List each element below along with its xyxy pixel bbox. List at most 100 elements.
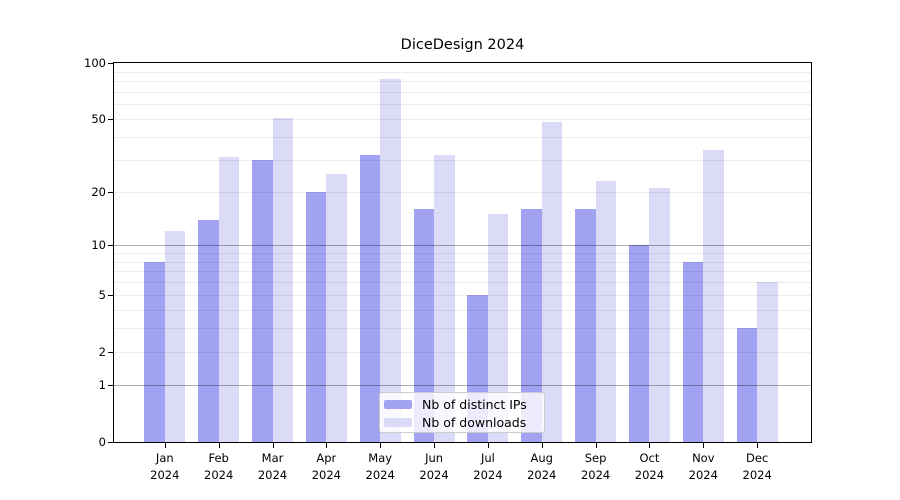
y-axis-label-10: 10	[91, 238, 106, 253]
plot-area	[113, 62, 812, 443]
bar-nb-of-downloads-jul	[487, 214, 509, 442]
x-axis-tick-jan	[164, 443, 166, 448]
x-axis-label-month: Apr	[316, 451, 337, 465]
bar-nb-of-downloads-nov	[703, 150, 724, 442]
bar-nb-of-distinct-ips-dec	[736, 328, 758, 442]
x-axis-tick-sep	[595, 443, 597, 448]
y-axis-tick-0	[108, 442, 113, 443]
bar-nb-of-distinct-ips-mar	[252, 159, 273, 442]
gridline-minor-8	[114, 261, 811, 263]
x-axis-label-month: Dec	[746, 451, 769, 465]
x-axis-label-jun: Jun 2024	[402, 450, 466, 483]
y-axis-tick-50	[108, 119, 113, 121]
bar-nb-of-downloads-oct	[649, 188, 670, 442]
x-axis-tick-may	[380, 443, 382, 448]
x-axis-tick-nov	[703, 443, 705, 448]
x-axis-label-mar: Mar 2024	[241, 450, 305, 483]
bar-nb-of-downloads-sep	[595, 181, 617, 442]
x-axis-label-year: 2024	[527, 467, 557, 482]
x-axis-tick-dec	[757, 443, 759, 448]
x-axis-tick-mar	[272, 443, 274, 448]
legend-swatch-nb-of-distinct-ips	[384, 400, 412, 409]
x-axis-label-sep: Sep 2024	[564, 450, 628, 483]
bar-nb-of-distinct-ips-jan	[144, 261, 165, 442]
bar-nb-of-distinct-ips-feb	[198, 219, 219, 442]
gridline-minor-4	[114, 309, 811, 311]
gridline-minor-80	[114, 81, 811, 83]
x-axis-label-month: Sep	[584, 451, 607, 465]
bar-nb-of-distinct-ips-oct	[628, 245, 650, 442]
x-axis-label-year: 2024	[311, 467, 341, 482]
bar-nb-of-downloads-jun	[434, 154, 455, 442]
gridline-minor-90	[114, 71, 811, 73]
x-axis-label-dec: Dec 2024	[725, 450, 789, 483]
y-axis-label-1: 1	[98, 378, 106, 393]
x-axis-label-aug: Aug 2024	[510, 450, 574, 483]
x-axis-label-year: 2024	[150, 467, 180, 482]
bar-nb-of-downloads-feb	[218, 157, 240, 442]
gridline-minor-60	[114, 104, 811, 106]
x-axis-label-month: Aug	[530, 451, 553, 465]
legend-entry-nb-of-distinct-ips: Nb of distinct IPs	[384, 396, 540, 413]
x-axis-label-jan: Jan 2024	[133, 450, 197, 483]
bar-nb-of-downloads-aug	[541, 122, 563, 442]
legend-label-nb-of-distinct-ips: Nb of distinct IPs	[422, 397, 527, 412]
gridline-minor-30	[114, 160, 811, 161]
gridline-major-10	[114, 245, 811, 247]
x-axis-label-feb: Feb 2024	[187, 450, 251, 483]
x-axis-label-month: Nov	[692, 451, 715, 465]
x-axis-label-apr: Apr 2024	[294, 450, 358, 483]
bar-nb-of-downloads-dec	[757, 282, 778, 442]
bar-nb-of-distinct-ips-apr	[305, 191, 327, 442]
y-axis-tick-10	[108, 245, 113, 247]
gridline-minor-20	[114, 192, 811, 193]
gridline-minor-3	[114, 328, 811, 330]
gridline-minor-6	[114, 282, 811, 284]
x-axis-label-year: 2024	[688, 467, 718, 482]
x-axis-label-month: Jul	[480, 451, 495, 465]
y-axis-tick-20	[108, 191, 113, 193]
y-axis-label-50: 50	[91, 112, 106, 127]
x-axis-label-jul: Jul 2024	[456, 450, 520, 483]
y-axis-label-5: 5	[98, 287, 106, 302]
x-axis-label-year: 2024	[257, 467, 288, 482]
x-axis-tick-feb	[218, 443, 220, 448]
y-axis-label-2: 2	[98, 344, 106, 359]
x-axis-label-year: 2024	[580, 467, 611, 482]
bar-nb-of-distinct-ips-jun	[413, 209, 435, 442]
plot-inner	[114, 63, 811, 442]
gridline-minor-5	[114, 294, 811, 296]
gridline-major-1	[114, 385, 811, 387]
x-axis-tick-aug	[541, 443, 543, 448]
bar-nb-of-downloads-jan	[164, 231, 186, 442]
x-axis-label-month: Jan	[155, 451, 174, 465]
bar-nb-of-distinct-ips-may	[359, 154, 381, 442]
gridline-minor-7	[114, 271, 811, 273]
y-axis-label-100: 100	[84, 56, 106, 70]
legend: Nb of distinct IPs Nb of downloads	[379, 392, 545, 433]
gridline-minor-9	[114, 252, 811, 254]
x-axis-label-month: Feb	[208, 451, 229, 465]
x-axis-label-month: Oct	[639, 451, 660, 465]
x-axis-label-year: 2024	[365, 467, 395, 482]
bar-nb-of-downloads-may	[380, 79, 401, 442]
legend-swatch-nb-of-downloads	[384, 418, 412, 427]
x-axis-label-oct: Oct 2024	[617, 450, 681, 483]
y-axis-tick-1	[108, 385, 113, 387]
bar-nb-of-distinct-ips-sep	[575, 209, 596, 442]
x-axis-label-year: 2024	[742, 467, 772, 482]
y-axis-tick-2	[108, 351, 113, 353]
bar-nb-of-distinct-ips-aug	[521, 209, 542, 442]
gridline-minor-50	[114, 119, 811, 121]
x-axis-label-year: 2024	[419, 467, 449, 482]
x-axis-label-year: 2024	[473, 467, 503, 482]
bar-nb-of-distinct-ips-nov	[682, 261, 704, 442]
x-axis-tick-jul	[487, 443, 489, 448]
y-axis-label-0: 0	[98, 435, 106, 449]
chart-title: DiceDesign 2024	[400, 37, 525, 53]
x-axis-tick-apr	[326, 443, 328, 448]
x-axis-label-may: May 2024	[348, 450, 412, 483]
x-axis-tick-oct	[649, 443, 651, 448]
bar-nb-of-downloads-mar	[272, 117, 293, 442]
